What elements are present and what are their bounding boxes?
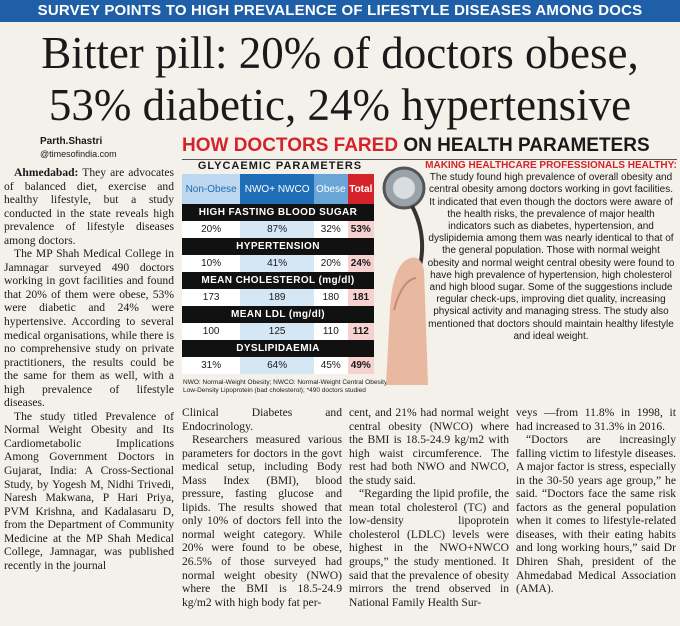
paragraph-text: Researchers measured various parameters …	[182, 433, 342, 609]
value-cell: 53%	[347, 221, 374, 238]
footnote: NWO: Normal-Weight Obesity; NWCO: Normal…	[183, 379, 405, 394]
value-cell: 100	[182, 323, 241, 340]
section-heading: DYSLIPIDAEMIA	[182, 340, 374, 357]
header-cell: Non-Obese	[182, 174, 241, 204]
title-red: HOW DOCTORS FARED	[182, 135, 399, 156]
stethoscope-illustration	[382, 166, 428, 385]
value-cell: 20%	[314, 255, 348, 272]
paragraph: Clinical Diabetes and Endocrinology.	[182, 406, 342, 433]
section-row: HIGH FASTING BLOOD SUGAR	[182, 204, 374, 221]
paragraph: veys —from 11.8% in 1998, it had increas…	[516, 406, 676, 433]
section-heading: MEAN CHOLESTEROL (mg/dl)	[182, 272, 374, 289]
sidebar-text: The study found high prevalence of overa…	[427, 172, 675, 342]
infographic-title: HOW DOCTORS FARED ON HEALTH PARAMETERS	[182, 135, 677, 160]
value-cell: 32%	[314, 221, 348, 238]
paragraph-text: veys —from 11.8% in 1998, it had increas…	[516, 406, 676, 433]
byline-source: @timesofindia.com	[40, 149, 117, 159]
header-cell: Obese	[314, 174, 348, 204]
value-cell: 10%	[182, 255, 241, 272]
headline: 53% diabetic, 24% hypertensive	[48, 80, 632, 130]
kicker: SURVEY POINTS TO HIGH PREVALENCE OF LIFE…	[0, 0, 680, 22]
paragraph: Researchers measured various parameters …	[182, 433, 342, 609]
headline: Bitter pill: 20% of doctors obese,	[41, 28, 639, 78]
value-row: 173 189 180 181	[182, 289, 374, 306]
value-cell: 64%	[240, 357, 314, 374]
byline-name: Parth.Shastri	[40, 136, 103, 147]
value-row: 31% 64% 45% 49%	[182, 357, 374, 374]
value-row: 10% 41% 20% 24%	[182, 255, 374, 272]
value-cell: 112	[347, 323, 374, 340]
value-cell: 24%	[347, 255, 374, 272]
value-cell: 20%	[182, 221, 241, 238]
paragraph-text: Clinical Diabetes and Endocrinology.	[182, 406, 342, 433]
header-cell: NWO+ NWCO	[240, 174, 314, 204]
section-row: DYSLIPIDAEMIA	[182, 340, 374, 357]
value-cell: 45%	[314, 357, 348, 374]
value-cell: 180	[314, 289, 348, 306]
paragraph: “Regarding the lipid profile, the mean t…	[349, 487, 509, 609]
header-cell: Total	[347, 174, 374, 204]
paragraph: “Doctors are increasingly falling victim…	[516, 433, 676, 596]
column: veys —from 11.8% in 1998, it had increas…	[516, 406, 676, 624]
column: Ahmedabad: They are advocates of balance…	[4, 166, 174, 624]
paragraph-text: cent, and 21% had normal weight central …	[349, 406, 509, 487]
section-heading: MEAN LDL (mg/dl)	[182, 306, 374, 323]
paragraph-text: The study titled Prevalence of Normal We…	[4, 409, 174, 572]
dateline: Ahmedabad:	[14, 166, 79, 179]
value-cell: 87%	[240, 221, 314, 238]
section-row: MEAN CHOLESTEROL (mg/dl)	[182, 272, 374, 289]
section-heading: HYPERTENSION	[182, 238, 374, 255]
value-cell: 125	[240, 323, 314, 340]
paragraph: The study titled Prevalence of Normal We…	[4, 410, 174, 573]
paragraph: Ahmedabad: They are advocates of balance…	[4, 166, 174, 247]
section-row: HYPERTENSION	[182, 238, 374, 255]
value-row: 100 125 110 112	[182, 323, 374, 340]
paragraph-text: The MP Shah Medical College in Jamnagar …	[4, 247, 174, 410]
value-row: 20% 87% 32% 53%	[182, 221, 374, 238]
paragraph: cent, and 21% had normal weight central …	[349, 406, 509, 487]
paragraph: The MP Shah Medical College in Jamnagar …	[4, 247, 174, 410]
value-cell: 110	[314, 323, 348, 340]
title-black: ON HEALTH PARAMETERS	[403, 135, 650, 156]
sidebar: MAKING HEALTHCARE PROFESSIONALS HEALTHY:…	[425, 160, 677, 343]
value-cell: 189	[240, 289, 314, 306]
table-title: GLYCAEMIC PARAMETERS	[197, 160, 363, 172]
column: cent, and 21% had normal weight central …	[349, 406, 509, 624]
paragraph-text: “Doctors are increasingly falling victim…	[516, 433, 676, 596]
value-cell: 31%	[182, 357, 241, 374]
value-cell: 181	[347, 289, 374, 306]
section-row: MEAN LDL (mg/dl)	[182, 306, 374, 323]
paragraph-text: They are advocates of balanced diet, exe…	[4, 166, 174, 247]
sidebar-heading: MAKING HEALTHCARE PROFESSIONALS HEALTHY:	[425, 160, 677, 171]
value-cell: 49%	[347, 357, 374, 374]
value-cell: 41%	[240, 255, 314, 272]
table: Non-Obese NWO+ NWCO Obese Total HIGH FASTING…	[182, 174, 374, 374]
header-row: Non-Obese NWO+ NWCO Obese Total	[182, 174, 374, 204]
paragraph-text: “Regarding the lipid profile, the mean t…	[349, 487, 509, 609]
column: Clinical Diabetes and Endocrinology. Rese…	[182, 406, 342, 624]
value-cell: 173	[182, 289, 241, 306]
section-heading: HIGH FASTING BLOOD SUGAR	[182, 204, 374, 221]
